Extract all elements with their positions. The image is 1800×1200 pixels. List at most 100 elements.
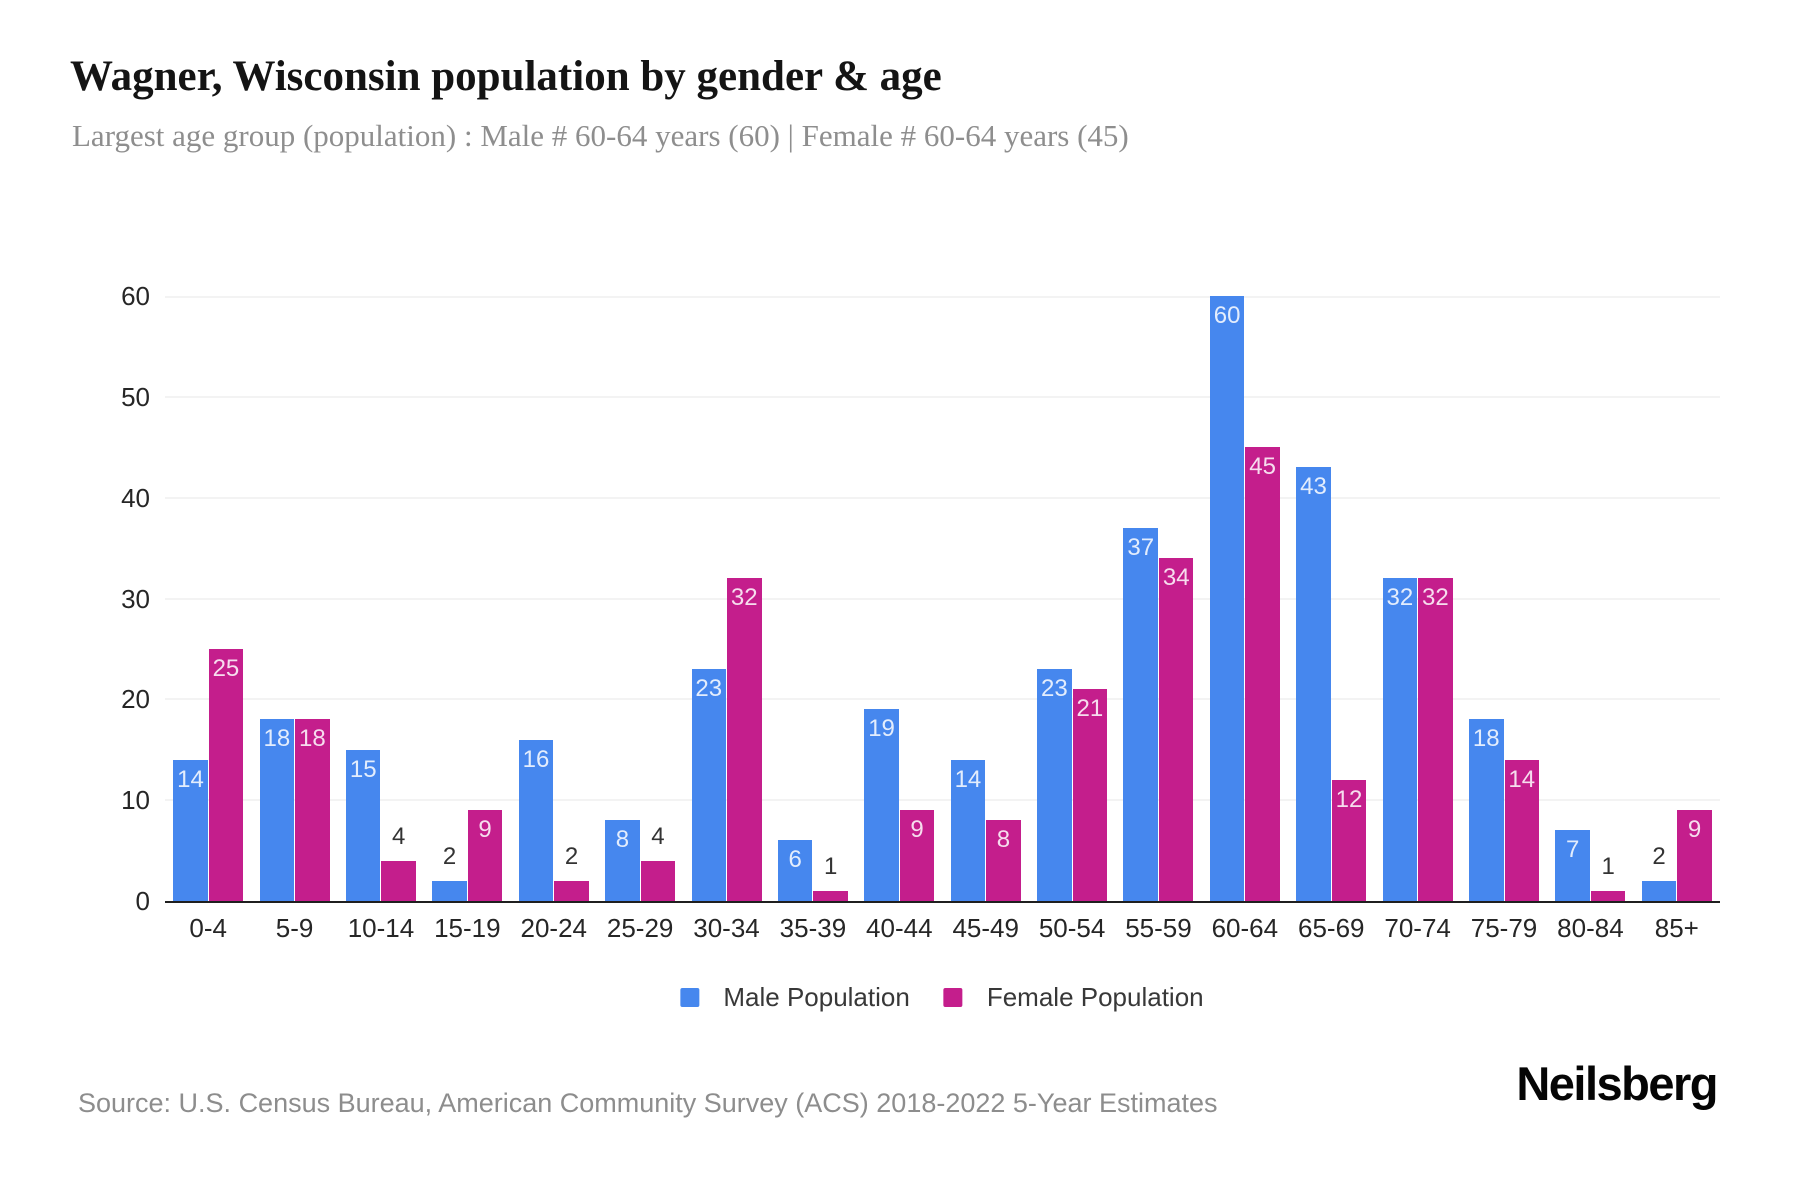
bar-female-5-9[interactable] bbox=[295, 719, 330, 901]
plot-area: 14 25 18 18 15 4 2 9 16 2 8 4 23 32 6 1 19 9 14 8 23 21 37 34 60… bbox=[165, 296, 1720, 903]
bar-male-70-74[interactable] bbox=[1382, 578, 1418, 901]
x-axis-label: 85+ bbox=[1654, 913, 1699, 943]
y-axis-label: 20 bbox=[121, 684, 150, 715]
bar-value-label: 23 bbox=[695, 675, 723, 702]
bar-value-label: 32 bbox=[730, 584, 758, 611]
legend: Male Population Female Population bbox=[680, 982, 1204, 1013]
bar-female-0-4[interactable] bbox=[208, 649, 244, 901]
bar-value-label: 32 bbox=[1386, 584, 1414, 611]
bar-male-45-49[interactable] bbox=[950, 760, 986, 901]
bar-male-20-24[interactable] bbox=[518, 740, 554, 901]
x-axis-label: 35-39 bbox=[779, 913, 847, 943]
bar-value-label: 2 bbox=[564, 843, 579, 870]
bar-female-85+[interactable] bbox=[1677, 810, 1712, 901]
bar-value-label: 4 bbox=[651, 823, 665, 850]
gridline bbox=[165, 296, 1720, 298]
chart-title: Wagner, Wisconsin population by gender &… bbox=[70, 53, 942, 100]
bar-male-35-39[interactable] bbox=[777, 840, 813, 901]
x-axis-label: 55-59 bbox=[1125, 913, 1192, 943]
bar-female-75-79[interactable] bbox=[1504, 760, 1540, 901]
bar-value-label: 6 bbox=[788, 846, 802, 873]
y-axis-label: 30 bbox=[121, 583, 150, 614]
bar-male-15-19[interactable] bbox=[432, 881, 467, 901]
bar-male-65-69[interactable] bbox=[1296, 467, 1331, 901]
bar-value-label: 9 bbox=[910, 816, 924, 843]
legend-swatch bbox=[680, 988, 700, 1007]
bar-female-70-74[interactable] bbox=[1418, 578, 1453, 901]
gridline bbox=[165, 799, 1720, 802]
bar-male-85+[interactable] bbox=[1641, 881, 1677, 901]
bar-female-40-44[interactable] bbox=[899, 810, 935, 901]
bar-value-label: 2 bbox=[442, 843, 457, 870]
y-axis-label: 10 bbox=[121, 785, 150, 816]
bar-female-20-24[interactable] bbox=[554, 881, 589, 901]
chart-subtitle: Largest age group (population) : Male # … bbox=[72, 118, 1129, 153]
legend-item-male-population[interactable]: Male Population bbox=[680, 982, 910, 1013]
bar-male-75-79[interactable] bbox=[1469, 719, 1504, 901]
bar-value-label: 16 bbox=[522, 746, 550, 773]
x-axis-label: 30-34 bbox=[693, 913, 760, 943]
gridline bbox=[165, 597, 1720, 600]
gridline bbox=[165, 496, 1720, 499]
bar-male-40-44[interactable] bbox=[864, 709, 899, 901]
bar-value-label: 9 bbox=[478, 816, 492, 843]
gridline bbox=[165, 698, 1720, 701]
bar-male-60-64[interactable] bbox=[1209, 296, 1245, 901]
bar-value-label: 14 bbox=[177, 766, 204, 793]
x-axis-label: 20-24 bbox=[520, 913, 587, 943]
y-axis-label: 0 bbox=[135, 886, 150, 916]
x-axis-label: 25-29 bbox=[606, 913, 674, 943]
bar-female-15-19[interactable] bbox=[467, 810, 503, 901]
bar-value-label: 8 bbox=[615, 826, 630, 853]
x-axis-label: 70-74 bbox=[1384, 913, 1451, 943]
bar-value-label: 19 bbox=[868, 715, 895, 742]
x-axis-label: 65-69 bbox=[1297, 913, 1365, 943]
bar-female-50-54[interactable] bbox=[1072, 689, 1108, 901]
bar-value-label: 18 bbox=[263, 725, 291, 752]
bar-male-55-59[interactable] bbox=[1123, 528, 1158, 901]
bar-female-35-39[interactable] bbox=[813, 891, 848, 901]
bar-female-45-49[interactable] bbox=[986, 820, 1021, 901]
x-axis-label: 40-44 bbox=[866, 913, 933, 943]
y-axis-label: 40 bbox=[121, 482, 150, 513]
x-axis-label: 60-64 bbox=[1211, 913, 1279, 943]
bar-female-10-14[interactable] bbox=[381, 861, 416, 901]
x-axis-label: 0-4 bbox=[189, 913, 227, 943]
bar-male-25-29[interactable] bbox=[605, 820, 640, 901]
legend-item-female-population[interactable]: Female Population bbox=[943, 982, 1204, 1013]
bar-value-label: 18 bbox=[298, 725, 326, 752]
bar-value-label: 60 bbox=[1213, 302, 1241, 329]
legend-label: Female Population bbox=[986, 982, 1204, 1012]
bar-value-label: 25 bbox=[212, 655, 240, 682]
bar-value-label: 12 bbox=[1335, 786, 1363, 813]
bar-female-55-59[interactable] bbox=[1158, 558, 1194, 901]
bar-male-30-34[interactable] bbox=[691, 669, 727, 901]
x-axis-label: 75-79 bbox=[1470, 913, 1538, 943]
bar-male-50-54[interactable] bbox=[1037, 669, 1072, 901]
y-axis-label: 60 bbox=[121, 281, 150, 311]
bar-value-label: 1 bbox=[823, 853, 838, 880]
bar-value-label: 14 bbox=[1508, 766, 1536, 793]
bar-female-25-29[interactable] bbox=[640, 861, 676, 901]
bar-male-10-14[interactable] bbox=[345, 750, 381, 901]
bar-value-label: 15 bbox=[349, 756, 377, 783]
x-axis-label: 45-49 bbox=[952, 913, 1019, 943]
bar-female-30-34[interactable] bbox=[727, 578, 762, 901]
bar-value-label: 14 bbox=[954, 766, 982, 793]
x-axis-label: 10-14 bbox=[347, 913, 415, 943]
bar-female-80-84[interactable] bbox=[1590, 891, 1626, 901]
gridline bbox=[165, 395, 1720, 398]
source-note: Source: U.S. Census Bureau, American Com… bbox=[78, 1088, 1218, 1118]
brand-logo: Neilsberg bbox=[1516, 1057, 1718, 1110]
bar-male-0-4[interactable] bbox=[173, 760, 208, 901]
bar-female-65-69[interactable] bbox=[1331, 780, 1367, 901]
y-axis-label: 50 bbox=[121, 381, 150, 412]
bar-male-5-9[interactable] bbox=[259, 719, 295, 901]
x-axis-label: 15-19 bbox=[434, 913, 501, 943]
legend-label: Male Population bbox=[723, 982, 910, 1012]
bar-female-60-64[interactable] bbox=[1245, 447, 1280, 901]
bar-male-80-84[interactable] bbox=[1555, 830, 1590, 901]
bar-value-label: 8 bbox=[996, 826, 1011, 853]
bar-value-label: 18 bbox=[1472, 725, 1500, 752]
